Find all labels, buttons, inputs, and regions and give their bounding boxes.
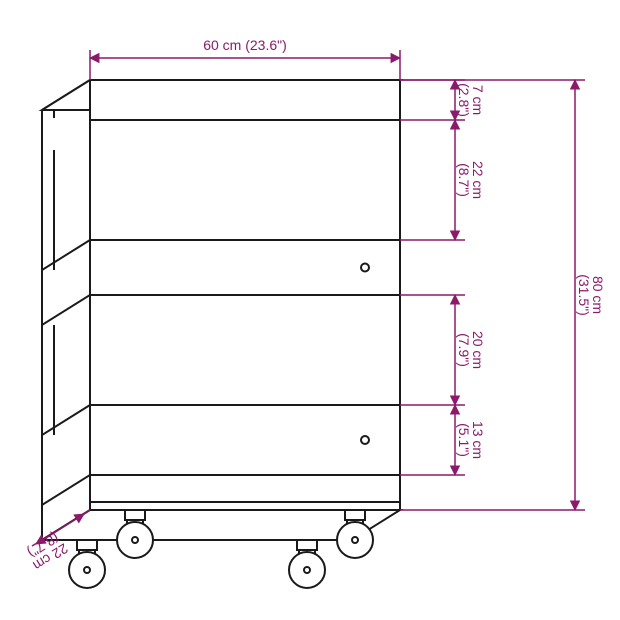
furniture-diagram: 60 cm (23.6") 80 cm(31.5") 7 cm(2.8") 22 cm… <box>0 0 620 620</box>
dim-label-bottom_rail: 13 cm(5.1") <box>456 421 486 459</box>
dim-label-height: 80 cm(31.5") <box>576 274 606 316</box>
dim-label-top_rail: 7 cm(2.8") <box>456 83 486 117</box>
furniture-body <box>42 80 400 588</box>
dim-label-upper_gap: 22 cm(8.7") <box>456 161 486 199</box>
dim-label-width: 60 cm (23.6") <box>203 37 287 53</box>
dim-label-lower_gap: 20 cm(7.9") <box>456 331 486 369</box>
